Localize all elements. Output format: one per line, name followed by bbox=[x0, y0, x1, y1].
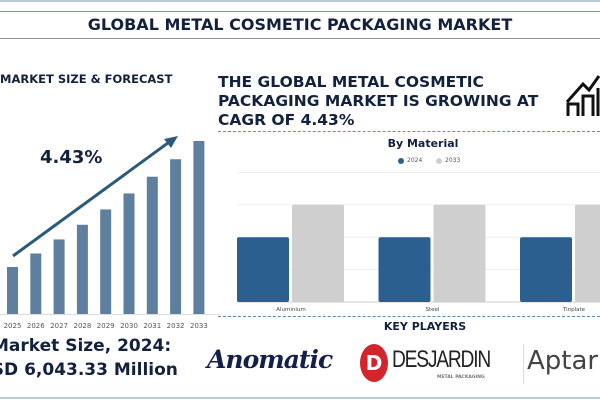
market-size-heading: MARKET SIZE & FORECAST bbox=[0, 72, 173, 86]
tick-label: 2025 bbox=[4, 322, 22, 330]
bar-2031 bbox=[146, 176, 158, 314]
anomatic-logo: Anomatic bbox=[207, 345, 333, 374]
tick-label: 2032 bbox=[167, 322, 185, 330]
legend-item-2024: 2024 bbox=[398, 157, 422, 164]
legend-swatch bbox=[436, 157, 442, 164]
market-size-value: USD 6,043.33 Million bbox=[0, 360, 178, 380]
bar-tinplate-2024 bbox=[520, 237, 572, 302]
divider bbox=[218, 131, 600, 132]
forecast-chart: 2025 2026 2027 2028 2029 2030 2031 2032 2033 bbox=[0, 136, 220, 330]
trend-arrow-head bbox=[164, 136, 178, 148]
tick-label: 2028 bbox=[73, 322, 91, 330]
bar-2029 bbox=[100, 209, 112, 314]
legend-item-2033: 2033 bbox=[436, 157, 460, 164]
desjardin-logo-mark: D bbox=[360, 344, 388, 382]
tick-label: 2030 bbox=[120, 322, 138, 330]
bottom-border bbox=[0, 397, 600, 399]
tick-label: 2031 bbox=[143, 322, 161, 330]
legend-label: 2024 bbox=[407, 157, 423, 164]
category-label: Steel bbox=[426, 307, 440, 313]
bar-aluminium-2033 bbox=[292, 204, 344, 302]
page-title: GLOBAL METAL COSMETIC PACKAGING MARKET bbox=[0, 11, 600, 39]
category-label: Aluminium bbox=[276, 307, 306, 313]
tick-label: 2027 bbox=[50, 322, 68, 330]
bar-steel-2024 bbox=[378, 237, 431, 302]
bar-tinplate-2033 bbox=[575, 204, 600, 302]
divider bbox=[218, 316, 600, 317]
bar-2032 bbox=[170, 159, 182, 314]
bar-2027 bbox=[53, 239, 65, 314]
bar-aluminium-2024 bbox=[237, 237, 289, 302]
desjardin-logo-subtitle: METAL PACKAGING bbox=[437, 375, 485, 380]
bar-2026 bbox=[30, 253, 42, 314]
material-chart-title: By Material bbox=[387, 137, 459, 150]
tick-label: 2029 bbox=[97, 322, 115, 330]
trend-arrow bbox=[12, 138, 173, 258]
legend-label: 2033 bbox=[445, 157, 461, 164]
market-size-label: Market Size, 2024: bbox=[0, 336, 172, 356]
cagr-label: 4.43% bbox=[40, 147, 103, 168]
category-label: Tinplate bbox=[562, 307, 586, 313]
top-border bbox=[0, 0, 600, 2]
tick-label: 2033 bbox=[190, 322, 208, 330]
bar-2030 bbox=[123, 193, 135, 314]
tick-label: 2026 bbox=[27, 322, 45, 330]
logo-divider bbox=[523, 344, 524, 384]
bar-2025 bbox=[7, 266, 18, 314]
aptar-logo: Aptar bbox=[527, 346, 599, 376]
key-players-heading: KEY PLAYERS bbox=[383, 320, 467, 333]
legend-swatch bbox=[398, 157, 404, 164]
bar-2033 bbox=[193, 141, 205, 314]
desjardin-logo: DESJARDIN bbox=[392, 346, 491, 373]
headline: THE GLOBAL METAL COSMETIC PACKAGING MARK… bbox=[218, 73, 539, 129]
house-growth-icon bbox=[565, 75, 600, 116]
bar-steel-2033 bbox=[433, 204, 486, 302]
bar-2028 bbox=[76, 224, 88, 314]
